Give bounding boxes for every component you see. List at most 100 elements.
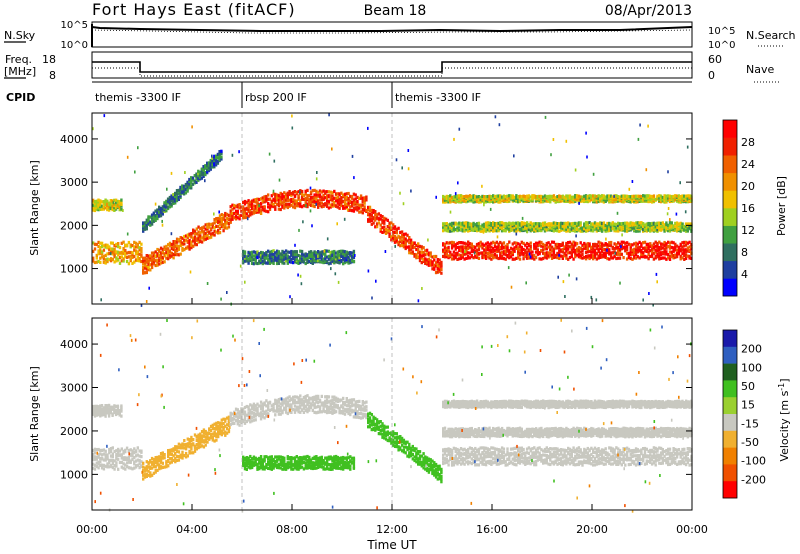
velocity-cell (315, 411, 318, 415)
power-cell (281, 253, 284, 257)
power-cell (625, 248, 629, 252)
power-cell (161, 247, 164, 251)
power-cell (313, 193, 316, 197)
power-cell (688, 240, 691, 244)
power-cell (597, 250, 600, 254)
power-cell (483, 248, 486, 252)
power-cell (188, 186, 191, 190)
y-tick-label: 4000 (60, 133, 88, 146)
power-cell (265, 253, 268, 257)
power-cell (324, 254, 327, 258)
power-cell (584, 221, 588, 225)
power-cell (179, 252, 182, 256)
power-cell (570, 227, 573, 231)
power-cell (629, 243, 632, 247)
power-cell (486, 225, 489, 229)
power-cell (274, 255, 277, 259)
power-cell (286, 202, 289, 206)
velocity-cell (174, 460, 177, 464)
velocity-cell (104, 455, 107, 459)
power-cell (500, 229, 504, 233)
power-cell (536, 222, 539, 226)
power-cell (238, 217, 241, 221)
power-cell (658, 194, 661, 198)
power-cell (254, 200, 257, 204)
velocity-cell (190, 447, 193, 451)
cpid-segment-label: rbsp 200 IF (245, 91, 307, 104)
power-cell (133, 254, 136, 259)
power-cell (590, 227, 593, 232)
power-cell (668, 229, 672, 233)
power-cell (638, 256, 641, 260)
power-cell (150, 251, 154, 255)
power-cell (665, 199, 668, 203)
power-cell (604, 254, 607, 258)
power-cell (293, 260, 297, 264)
power-cell (193, 241, 197, 245)
power-cell (643, 254, 647, 258)
power-cell (508, 249, 511, 253)
power-cell (663, 225, 666, 229)
velocity-cell (145, 474, 148, 478)
power-cell (140, 253, 143, 257)
power-cell (684, 194, 688, 198)
power-cell (297, 259, 300, 263)
power-cell (218, 222, 222, 226)
power-cell (327, 257, 331, 261)
power-cell (442, 194, 445, 199)
power-cell (184, 246, 188, 250)
power-cell (468, 228, 472, 232)
power-cell (338, 200, 341, 204)
velocity-cell (202, 431, 206, 435)
power-noise-cell (272, 189, 275, 193)
power-cell (218, 219, 222, 224)
power-cell (247, 250, 250, 254)
power-cell (604, 223, 607, 228)
velocity-cell (172, 447, 175, 451)
power-cell (456, 245, 459, 249)
power-cell (579, 256, 582, 260)
power-cell (559, 199, 563, 203)
power-cell (177, 195, 180, 199)
velocity-cell (284, 397, 288, 401)
velocity-cell (127, 466, 131, 470)
power-cell (468, 194, 472, 198)
power-cell (315, 259, 318, 263)
power-cell (559, 224, 563, 228)
power-cell (154, 250, 157, 254)
power-cell (152, 251, 156, 255)
power-cell (599, 254, 602, 258)
power-cell (675, 221, 679, 225)
power-cell (247, 254, 250, 258)
power-cell (306, 188, 309, 192)
power-cell (197, 236, 200, 240)
power-cell (138, 240, 141, 244)
power-cell (250, 204, 254, 208)
power-cell (679, 229, 682, 233)
power-cell (552, 240, 556, 244)
power-cell (222, 217, 225, 221)
power-cell (450, 253, 454, 257)
velocity-cell (272, 402, 275, 406)
power-cell (390, 226, 393, 230)
power-cell (352, 249, 356, 253)
velocity-cell (93, 463, 97, 467)
power-noise-cell (407, 167, 410, 171)
power-cell (492, 253, 495, 257)
power-cell (308, 259, 311, 263)
power-cell (584, 227, 588, 231)
power-cell (545, 225, 548, 229)
power-cell (681, 225, 684, 229)
velocity-cell (175, 449, 179, 453)
power-cell (95, 207, 98, 211)
power-cell (686, 254, 689, 258)
power-cell (115, 256, 118, 260)
power-cell (584, 243, 588, 247)
power-cell (567, 244, 570, 248)
power-cell (329, 254, 332, 258)
power-cell (493, 227, 497, 231)
power-cell (570, 195, 573, 199)
power-cell (318, 251, 322, 255)
velocity-cell (100, 410, 104, 414)
power-cell (304, 254, 307, 258)
